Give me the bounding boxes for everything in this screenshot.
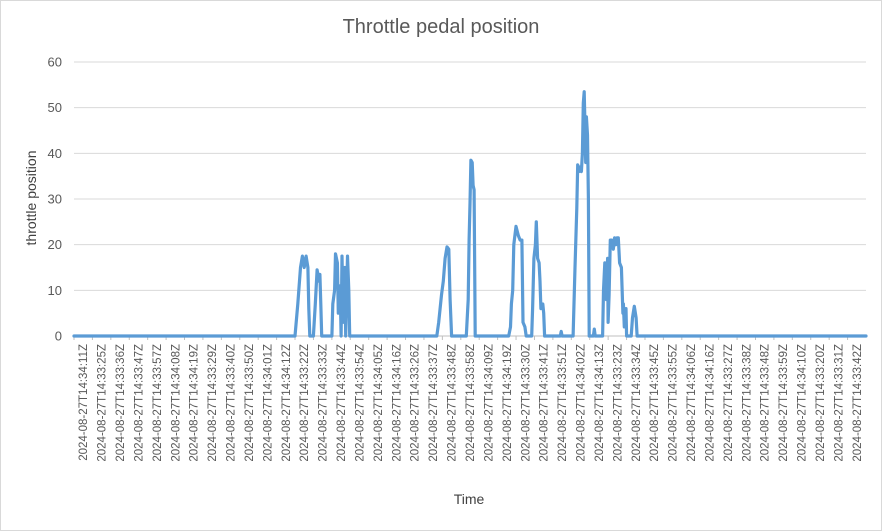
x-tick-label: 2024-08-27T14:33:48Z <box>760 344 772 462</box>
x-tick-label: 2024-08-27T14:34:12Z <box>281 344 293 462</box>
x-tick-label: 2024-08-27T14:33:30Z <box>520 344 532 462</box>
x-tick-label: 2024-08-27T14:34:08Z <box>170 344 182 462</box>
x-tick-label: 2024-08-27T14:33:45Z <box>649 344 661 462</box>
chart-title: Throttle pedal position <box>342 16 540 38</box>
y-tick-label: 60 <box>48 55 62 70</box>
x-tick-label: 2024-08-27T14:34:13Z <box>594 344 606 462</box>
x-tick-label: 2024-08-27T14:33:55Z <box>668 344 680 462</box>
y-tick-label: 30 <box>48 192 62 207</box>
x-tick-label: 2024-08-27T14:34:05Z <box>373 344 385 462</box>
x-tick-label: 2024-08-27T14:33:22Z <box>299 344 311 462</box>
y-axis-title: throttle position <box>23 151 39 246</box>
x-tick-label: 2024-08-27T14:34:19Z <box>189 344 201 462</box>
throttle-series-line <box>72 90 868 338</box>
x-tick-label: 2024-08-27T14:34:19Z <box>502 344 514 462</box>
y-tick-label: 40 <box>48 146 62 161</box>
x-tick-label: 2024-08-27T14:33:54Z <box>354 344 366 462</box>
x-tick-label: 2024-08-27T14:33:42Z <box>852 344 864 462</box>
x-tick-label: 2024-08-27T14:33:48Z <box>447 344 459 462</box>
x-tick-label: 2024-08-27T14:33:40Z <box>226 344 238 462</box>
x-tick-label: 2024-08-27T14:33:33Z <box>318 344 330 462</box>
x-tick-label: 2024-08-27T14:33:36Z <box>115 344 127 462</box>
x-tick-label: 2024-08-27T14:33:44Z <box>336 344 348 462</box>
x-tick-label: 2024-08-27T14:33:59Z <box>778 344 790 462</box>
x-tick-label: 2024-08-27T14:34:11Z <box>78 344 90 461</box>
y-tick-label: 0 <box>55 329 62 344</box>
x-tick-label: 2024-08-27T14:33:31Z <box>833 344 845 462</box>
x-tick-label: 2024-08-27T14:33:58Z <box>465 344 477 462</box>
x-tick-label: 2024-08-27T14:33:41Z <box>539 344 551 462</box>
x-tick-label: 2024-08-27T14:33:38Z <box>741 344 753 462</box>
x-tick-label: 2024-08-27T14:33:20Z <box>815 344 827 462</box>
x-tick-label: 2024-08-27T14:33:34Z <box>631 344 643 462</box>
x-tick-label: 2024-08-27T14:33:25Z <box>97 344 109 462</box>
x-tick-label: 2024-08-27T14:33:29Z <box>207 344 219 462</box>
x-tick-label: 2024-08-27T14:33:27Z <box>723 344 735 462</box>
x-tick-label: 2024-08-27T14:33:57Z <box>152 344 164 462</box>
x-tick-label: 2024-08-27T14:33:47Z <box>133 344 145 462</box>
y-tick-label: 50 <box>48 100 62 115</box>
x-tick-label: 2024-08-27T14:34:06Z <box>686 344 698 462</box>
x-tick-label: 2024-08-27T14:34:10Z <box>797 344 809 462</box>
x-axis-title: Time <box>454 491 485 507</box>
x-tick-label: 2024-08-27T14:33:37Z <box>428 344 440 462</box>
x-tick-label: 2024-08-27T14:33:26Z <box>410 344 422 462</box>
x-tick-label: 2024-08-27T14:34:16Z <box>704 344 716 462</box>
x-tick-label: 2024-08-27T14:34:01Z <box>262 344 274 462</box>
x-tick-label: 2024-08-27T14:34:16Z <box>391 344 403 462</box>
x-tick-label: 2024-08-27T14:33:51Z <box>557 344 569 462</box>
x-axis-ticks: 2024-08-27T14:34:11Z 2024-08-27T14:33:25Z… <box>73 336 864 462</box>
x-tick-label: 2024-08-27T14:33:50Z <box>244 344 256 462</box>
y-tick-label: 20 <box>48 237 62 252</box>
x-tick-label: 2024-08-27T14:34:09Z <box>483 344 495 462</box>
y-tick-label: 10 <box>48 283 62 298</box>
y-axis-ticks: 0 10 20 30 40 50 60 <box>48 55 62 344</box>
x-tick-label: 2024-08-27T14:34:02Z <box>576 344 588 462</box>
x-tick-label: 2024-08-27T14:33:23Z <box>612 344 624 462</box>
